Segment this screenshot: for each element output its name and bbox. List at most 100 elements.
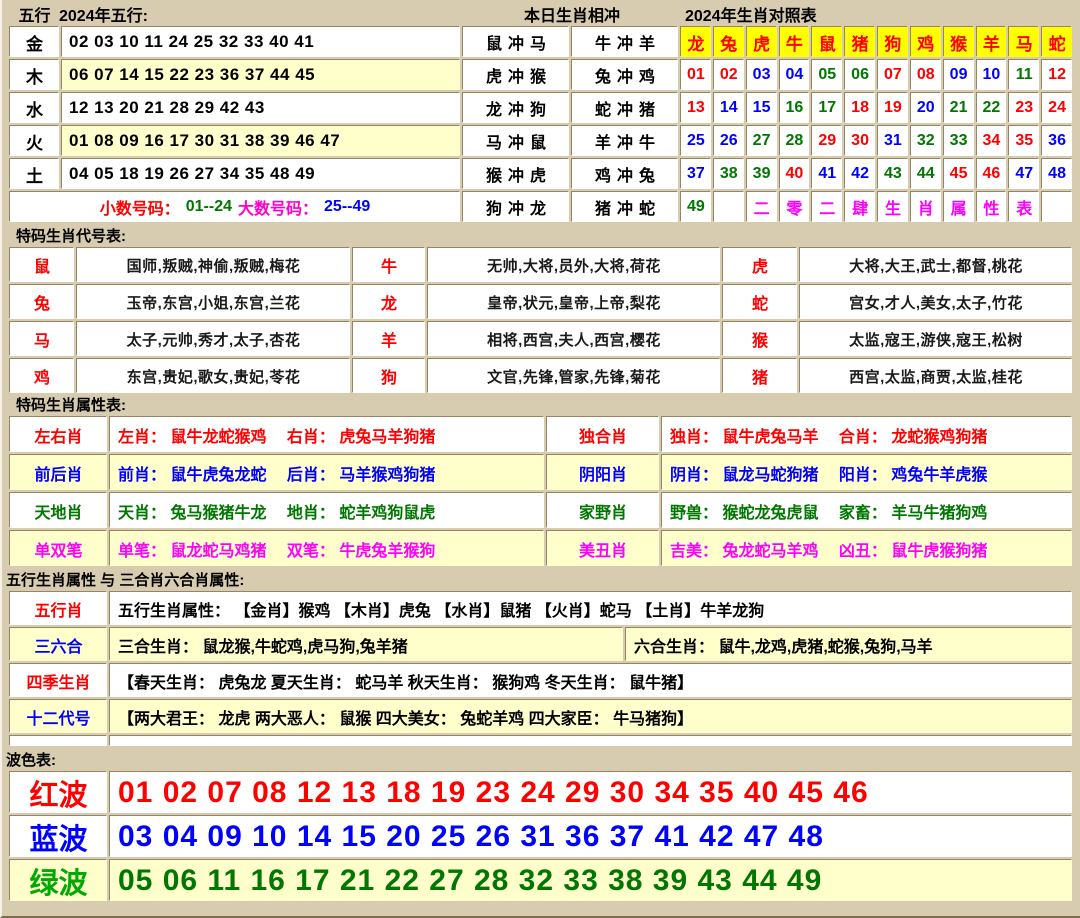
wuxing-row-label: 火 [10,126,59,156]
clash-pair: 蛇冲猪 [572,93,678,123]
attr-row-text: 左肖： 鼠牛龙蛇猴鸡 右肖： 虎兔马羊狗猪 [110,417,544,452]
attr-row-label: 单双笔 [10,531,107,566]
zodiac-number: 01 [681,60,711,90]
wuxing-column-title: 五行 [18,7,51,25]
zodiac-codenames: 太子,元帅,秀才,太子,杏花 [77,322,350,356]
zodiac-number: 07 [878,60,908,90]
zodiac-number: 17 [812,93,843,123]
zodiac-header-cell: 蛇 [1042,27,1072,57]
zodiac-name: 兔 [10,285,74,319]
wave-label: 蓝波 [10,816,107,857]
clash-pair: 虎冲猴 [463,60,569,90]
year-title-char: 生 [878,192,908,222]
zodiac-number: 25 [681,126,711,156]
legend-segment: 大数号码： [238,201,319,218]
zodiac-number: 49 [681,192,711,222]
wuxing-row-numbers: 04 05 18 19 26 27 34 35 48 49 [62,159,460,189]
zodiac-number: 29 [812,126,843,156]
zodiac-header-cell: 牛 [779,27,810,57]
year-title-char: 性 [976,192,1007,222]
attr-row-text: 野兽： 猴蛇龙兔虎鼠 家畜： 羊马牛猪狗鸡 [662,493,1072,528]
zodiac-number: 42 [845,159,875,189]
bose-grid: 红波 01 02 07 08 12 13 18 19 23 24 29 30 34… [10,772,1072,901]
year-title-char: 肖 [910,192,941,222]
wuxing-attr-label: 三六合 [10,628,107,661]
daihao-grid: 鼠国师,叛贼,神偷,叛贼,梅花牛无帅,大将,员外,大将,荷花虎大将,大王,武士,… [10,248,1072,393]
zodiac-header-cell: 猴 [943,27,974,57]
wuxing-row-label: 金 [10,27,59,57]
attr-row-label: 阴阳肖 [547,455,659,490]
zodiac-number: 02 [713,60,744,90]
attr-row-label: 美丑肖 [547,531,659,566]
zodiac-name: 马 [10,322,74,356]
clash-pair: 龙冲狗 [463,93,569,123]
wuxing-year-title: 2024年五行: [59,7,148,25]
wave-label: 绿波 [10,860,107,901]
zodiac-number: 46 [976,159,1007,189]
zodiac-name: 狗 [353,359,425,393]
wuxing-row-label: 土 [10,159,59,189]
zodiac-number: 44 [910,159,941,189]
legend-segment: 01--24 [185,198,232,215]
zodiac-header-cell: 虎 [746,27,777,57]
zodiac-number: 21 [943,93,974,123]
attr-row-text: 单笔： 鼠龙蛇马鸡猪 双笔： 牛虎兔羊猴狗 [110,531,544,566]
attr-row-label: 家野肖 [547,493,659,528]
zodiac-number: 45 [943,159,974,189]
zodiac-name: 蛇 [723,285,797,319]
zodiac-header-cell: 羊 [976,27,1007,57]
zodiac-number: 41 [812,159,843,189]
wuxing-row-label: 木 [10,60,59,90]
zodiac-header-cell: 马 [1009,27,1040,57]
wuxing-attr-text: 六合生肖： 鼠牛,龙鸡,虎猪,蛇猴,兔狗,马羊 [626,628,1072,661]
attr-row-label: 左右肖 [10,417,107,452]
zodiac-header-cell: 鸡 [910,27,941,57]
zodiac-header-cell: 鼠 [812,27,843,57]
zodiac-number: 12 [1042,60,1072,90]
zodiac-name: 猴 [723,322,797,356]
wuxing-attr-label: 四季生肖 [10,664,107,697]
zodiac-number: 15 [746,93,777,123]
zodiac-codenames: 西宫,太监,商贾,太监,桂花 [800,359,1072,393]
wuxing-attr-label: 十二代号 [10,700,107,733]
wuxing-row-numbers: 06 07 14 15 22 23 36 37 44 45 [62,60,460,90]
attr-row-text: 阴肖： 鼠龙马蛇狗猪 阳肖： 鸡兔牛羊虎猴 [662,455,1072,490]
clash-table-title: 本日生肖相冲 [523,7,620,25]
zodiac-number: 24 [1042,93,1072,123]
zodiac-number: 04 [779,60,810,90]
clash-pair: 鸡冲兔 [572,159,678,189]
clash-pair: 鼠冲马 [463,27,569,57]
clash-pair: 兔冲鸡 [572,60,678,90]
zodiac-table-title: 2024年生肖对照表 [685,7,817,25]
wuxing-row-label: 水 [10,93,59,123]
zodiac-number: 05 [812,60,843,90]
zodiac-codenames: 宫女,才人,美女,太子,竹花 [800,285,1072,319]
attr-row-label: 前后肖 [10,455,107,490]
zodiac-name: 鸡 [10,359,74,393]
wave-numbers: 05 06 11 16 17 21 22 27 28 32 33 38 39 4… [110,860,1072,901]
daihao-section-title: 特码生肖代号表: [16,228,126,245]
clash-pair: 马冲鼠 [463,126,569,156]
blank-cell [110,736,1072,746]
zodiac-number: 31 [878,126,908,156]
wuxing-attr-text: 【两大君王： 龙虎 两大恶人： 鼠猴 四大美女： 兔蛇羊鸡 四大家臣： 牛马猪狗… [110,700,1072,733]
attr-row-label: 天地肖 [10,493,107,528]
year-title-char: 二 [746,192,777,222]
zodiac-codenames: 文官,先锋,管家,先锋,菊花 [428,359,720,393]
zodiac-number: 35 [1009,126,1040,156]
clash-pair: 猪冲蛇 [572,192,678,222]
wuxing-row-numbers: 02 03 10 11 24 25 32 33 40 41 [62,27,460,57]
clash-pair: 牛冲羊 [572,27,678,57]
zodiac-number: 09 [943,60,974,90]
zodiac-codenames: 无帅,大将,员外,大将,荷花 [428,248,720,282]
zodiac-number: 20 [910,93,941,123]
wuxing-attr-grid: 五行肖 五行生肖属性： 【金肖】猴鸡 【木肖】虎兔 【水肖】鼠猪 【火肖】蛇马 【… [10,592,1072,746]
wuxing-row-numbers: 12 13 20 21 28 29 42 43 [62,93,460,123]
attr-row-label: 独合肖 [547,417,659,452]
zodiac-codenames: 东宫,贵妃,歌女,贵妃,苓花 [77,359,350,393]
zodiac-number: 40 [779,159,810,189]
bose-section-title: 波色表: [6,752,56,769]
zodiac-number: 11 [1009,60,1040,90]
wuxing-attr-text: 三合生肖： 鼠龙猴,牛蛇鸡,虎马狗,兔羊猪 [110,628,623,661]
